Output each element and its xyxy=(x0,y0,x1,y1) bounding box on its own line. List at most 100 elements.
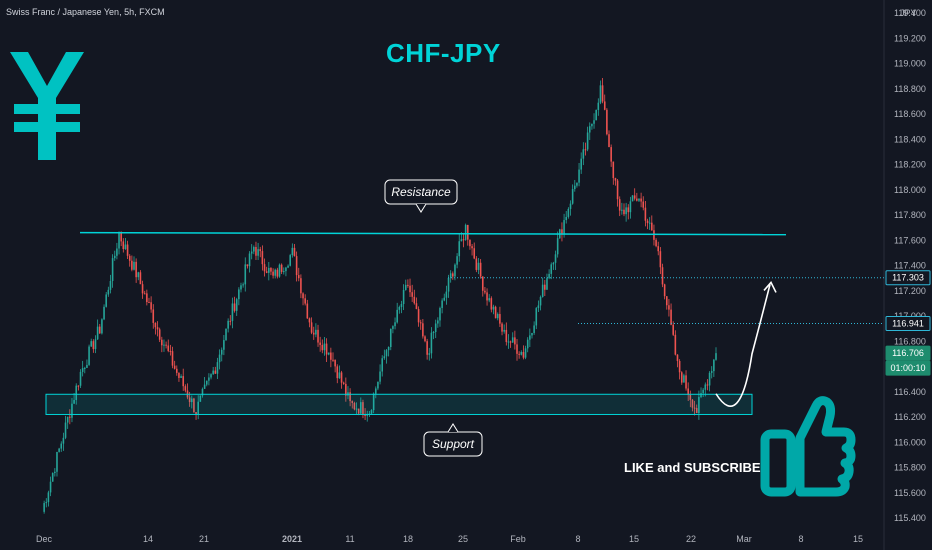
candle-body xyxy=(332,359,334,361)
y-tick-label: 116.800 xyxy=(894,336,926,346)
candle-body xyxy=(319,342,321,345)
chart-headline: CHF-JPY xyxy=(386,38,501,68)
support-callout: Support xyxy=(423,423,483,457)
candle-body xyxy=(289,255,292,266)
candle-body xyxy=(484,290,486,293)
candle-body xyxy=(526,339,529,349)
candle-body xyxy=(548,273,550,279)
candle-body xyxy=(173,365,176,369)
candle-body xyxy=(706,384,709,386)
candle-body xyxy=(231,303,234,321)
candle-body xyxy=(695,408,698,414)
candle-body xyxy=(276,269,279,277)
candle-body xyxy=(544,284,546,290)
candle-body xyxy=(235,299,238,311)
candle-body xyxy=(456,256,458,265)
x-tick-label: 14 xyxy=(143,534,153,544)
candle-body xyxy=(268,267,270,273)
candle-body xyxy=(685,375,687,389)
candle-body xyxy=(661,267,664,285)
candle-body xyxy=(195,412,197,415)
candle-body xyxy=(691,399,694,408)
candle-body xyxy=(638,198,640,201)
candle-body xyxy=(518,353,520,355)
candle-body xyxy=(599,85,602,103)
projection-arrowhead xyxy=(763,281,777,293)
candle-body xyxy=(464,224,467,240)
candle-body xyxy=(522,352,525,358)
candle-body xyxy=(531,332,533,336)
candle-body xyxy=(49,481,52,493)
candle-body xyxy=(503,329,505,332)
countdown-tag: 01:00:10 xyxy=(890,363,925,373)
candle-body xyxy=(366,414,369,416)
candle-body xyxy=(676,354,679,361)
candle-body xyxy=(188,397,191,403)
countdown-tag-bg xyxy=(885,360,931,376)
candle-body xyxy=(75,385,78,400)
candle-body xyxy=(364,414,366,416)
candle-body xyxy=(370,410,373,414)
candle-body xyxy=(208,377,210,381)
candle-body xyxy=(415,303,418,310)
x-tick-label: 8 xyxy=(575,534,580,544)
price-tag-last-bg xyxy=(885,345,931,361)
candle-body xyxy=(452,273,454,277)
candle-body xyxy=(655,239,657,247)
candle-body xyxy=(601,85,604,102)
candle-body xyxy=(659,251,662,268)
candle-body xyxy=(708,372,711,386)
candle-body xyxy=(597,102,600,110)
support-zone xyxy=(45,393,753,415)
candle-body xyxy=(225,328,227,341)
candle-body xyxy=(394,322,396,327)
candle-body xyxy=(460,239,463,242)
candle-body xyxy=(176,368,178,373)
price-tag-last: 116.706 xyxy=(892,348,924,358)
candle-body xyxy=(88,346,90,365)
candle-body xyxy=(158,329,161,340)
y-tick-label: 118.400 xyxy=(894,134,926,144)
candle-body xyxy=(539,296,542,306)
candle-body xyxy=(83,367,86,369)
candle-body xyxy=(92,341,95,350)
candle-body xyxy=(285,267,287,272)
candle-body xyxy=(672,324,675,335)
candle-body xyxy=(486,292,488,301)
candle-body xyxy=(612,161,615,179)
candle-body xyxy=(122,241,125,250)
candle-body xyxy=(499,314,501,324)
candle-body xyxy=(190,398,193,403)
candle-body xyxy=(603,101,606,110)
candle-body xyxy=(698,397,700,414)
candle-body xyxy=(315,329,317,335)
yen-symbol-icon xyxy=(10,52,84,160)
candle-body xyxy=(265,271,268,273)
candle-body xyxy=(413,296,416,304)
candle-body xyxy=(124,244,127,250)
candle-body xyxy=(90,341,93,347)
like-subscribe-text: LIKE and SUBSCRIBE xyxy=(624,460,761,475)
candle-body xyxy=(633,195,636,199)
y-tick-label: 118.800 xyxy=(894,84,926,94)
candle-body xyxy=(582,149,585,159)
candle-body xyxy=(167,345,170,351)
candle-body xyxy=(45,502,48,504)
candle-body xyxy=(250,251,253,254)
candle-body xyxy=(509,341,512,343)
candle-body xyxy=(445,291,448,298)
candle-body xyxy=(342,382,345,384)
candle-body xyxy=(111,258,114,282)
candle-body xyxy=(171,351,174,366)
candle-body xyxy=(336,366,339,379)
candle-body xyxy=(291,247,294,256)
candle-body xyxy=(449,273,452,278)
candle-body xyxy=(357,408,360,414)
candle-body xyxy=(244,264,247,285)
candle-body xyxy=(345,383,347,396)
candle-body xyxy=(150,302,152,310)
candle-body xyxy=(616,180,619,200)
candle-body xyxy=(152,309,155,323)
candle-body xyxy=(644,207,647,221)
